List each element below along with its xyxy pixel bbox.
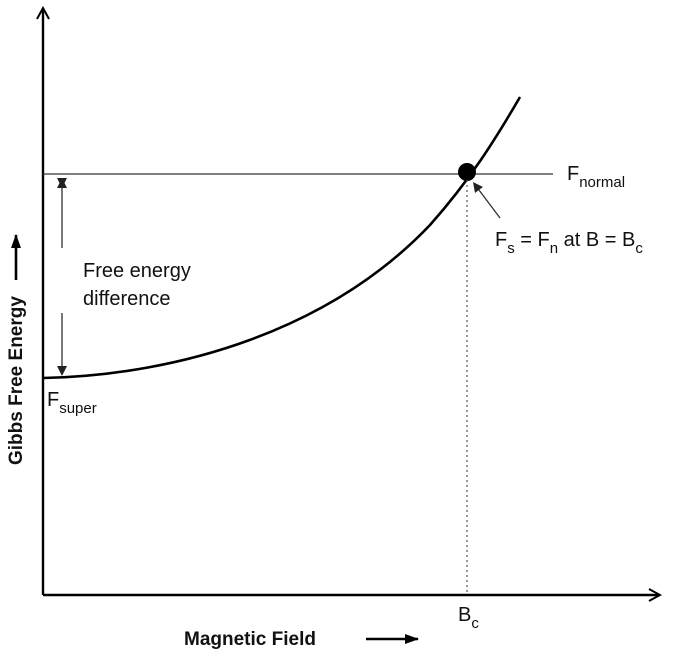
y-axis-label: Gibbs Free Energy (6, 296, 27, 465)
energy-diff-arrowhead-up (57, 178, 67, 188)
y-axis-label-group: Gibbs Free Energy (6, 234, 27, 465)
pointer-arrow (473, 182, 501, 219)
critical-point-marker (458, 163, 476, 181)
f-super-curve (42, 96, 522, 380)
x-axis-label: Magnetic Field (184, 629, 316, 650)
f-normal-label: Fnormal (567, 163, 625, 191)
bc-tick-label: Bc (458, 604, 479, 632)
free-energy-text-line1: Free energy (83, 260, 191, 282)
free-energy-text-line2: difference (83, 288, 170, 310)
critical-condition-equation: Fs = Fn at B = Bc (495, 229, 643, 257)
f-super-label: Fsuper (47, 389, 97, 417)
